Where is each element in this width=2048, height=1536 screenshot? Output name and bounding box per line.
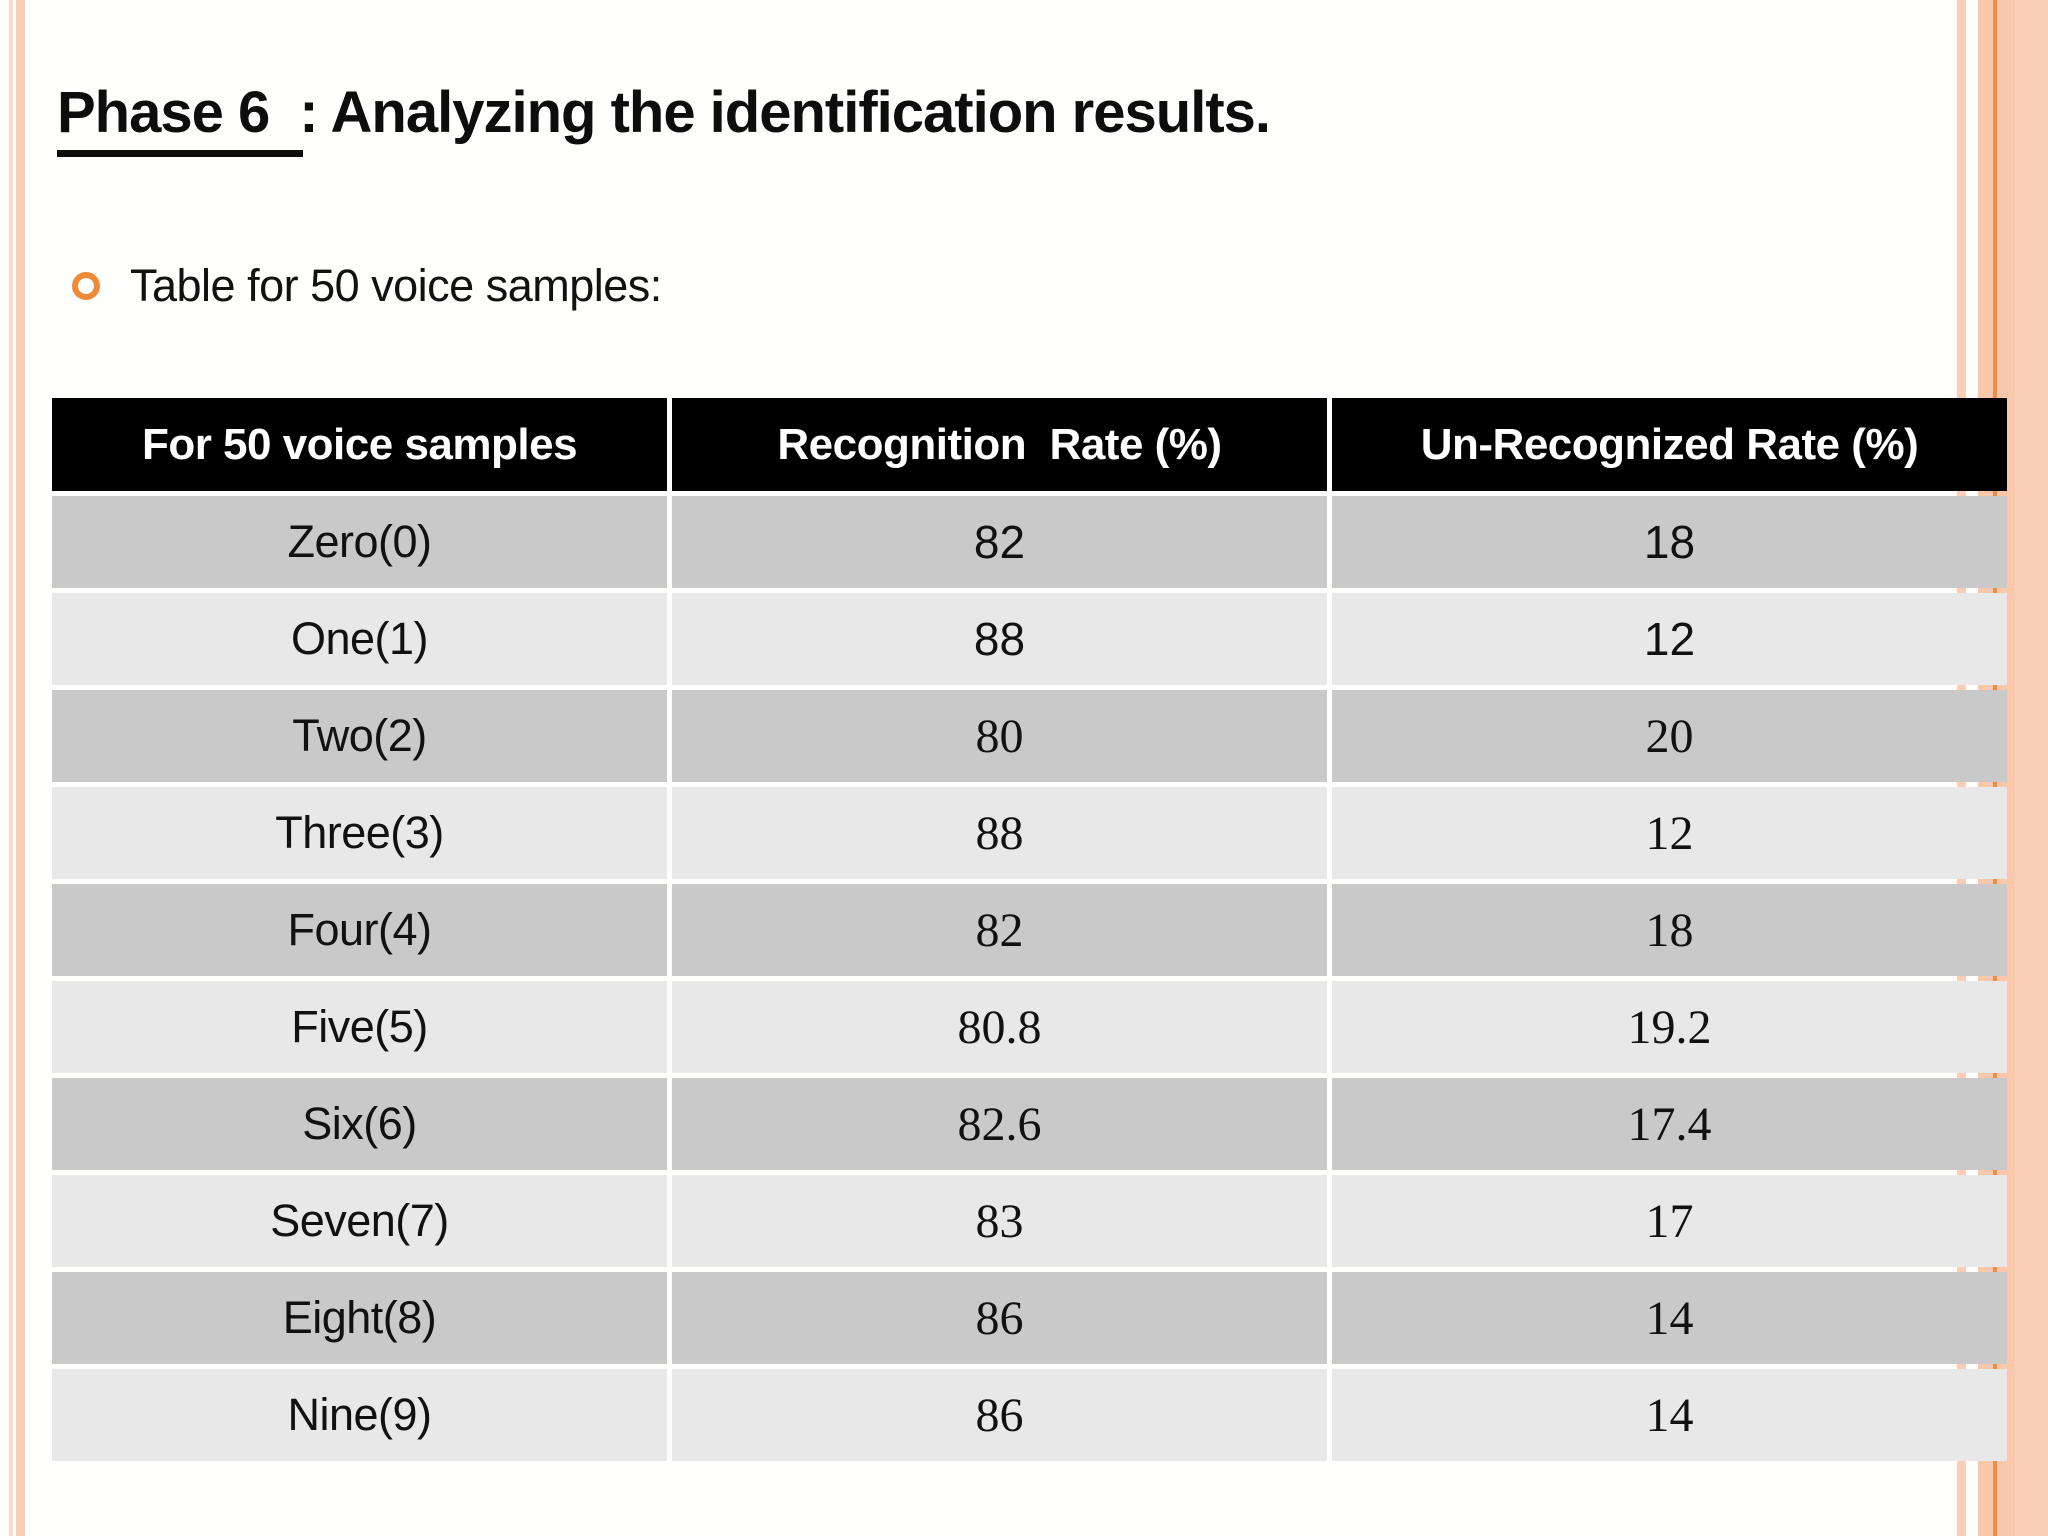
- cell-recognition-rate: 88: [672, 787, 1327, 879]
- cell-unrecognized-rate: 17.4: [1332, 1078, 2007, 1170]
- cell-digit-label: One(1): [52, 593, 667, 685]
- bullet-label: Table for 50 voice samples:: [130, 260, 662, 311]
- results-table: For 50 voice samples Recognition Rate (%…: [47, 393, 2012, 1466]
- cell-digit-label: Eight(8): [52, 1272, 667, 1364]
- col-header-unrecognized: Un-Recognized Rate (%): [1332, 398, 2007, 491]
- right-border-outer-band: [2015, 0, 2048, 1536]
- bullet-circle-icon: [72, 272, 100, 300]
- cell-unrecognized-rate: 12: [1332, 787, 2007, 879]
- cell-recognition-rate: 82.6: [672, 1078, 1327, 1170]
- cell-unrecognized-rate: 12: [1332, 593, 2007, 685]
- table-row: Nine(9) 86 14: [52, 1369, 2007, 1461]
- table-row: Three(3) 88 12: [52, 787, 2007, 879]
- col-header-recognition: Recognition Rate (%): [672, 398, 1327, 491]
- cell-unrecognized-rate: 14: [1332, 1272, 2007, 1364]
- cell-unrecognized-rate: 19.2: [1332, 981, 2007, 1073]
- left-border-stripe: [16, 0, 25, 1536]
- table-row: Zero(0) 82 18: [52, 496, 2007, 588]
- cell-recognition-rate: 80: [672, 690, 1327, 782]
- cell-digit-label: Three(3): [52, 787, 667, 879]
- table-header-row: For 50 voice samples Recognition Rate (%…: [52, 398, 2007, 491]
- cell-recognition-rate: 88: [672, 593, 1327, 685]
- table-row: Seven(7) 83 17: [52, 1175, 2007, 1267]
- cell-recognition-rate: 82: [672, 496, 1327, 588]
- title-rest-label: : Analyzing the identification results.: [299, 79, 1271, 145]
- col-header-samples: For 50 voice samples: [52, 398, 667, 491]
- cell-digit-label: Nine(9): [52, 1369, 667, 1461]
- table-row: Eight(8) 86 14: [52, 1272, 2007, 1364]
- title-phase-label: Phase 6: [57, 79, 304, 157]
- cell-recognition-rate: 80.8: [672, 981, 1327, 1073]
- cell-unrecognized-rate: 17: [1332, 1175, 2007, 1267]
- cell-unrecognized-rate: 18: [1332, 496, 2007, 588]
- cell-recognition-rate: 86: [672, 1369, 1327, 1461]
- cell-digit-label: Five(5): [52, 981, 667, 1073]
- cell-digit-label: Seven(7): [52, 1175, 667, 1267]
- bullet-item: Table for 50 voice samples:: [72, 260, 662, 312]
- left-border-stripe-thin: [9, 0, 13, 1536]
- cell-recognition-rate: 82: [672, 884, 1327, 976]
- table-row: Two(2) 80 20: [52, 690, 2007, 782]
- table-row: Four(4) 82 18: [52, 884, 2007, 976]
- cell-recognition-rate: 86: [672, 1272, 1327, 1364]
- cell-unrecognized-rate: 20: [1332, 690, 2007, 782]
- cell-recognition-rate: 83: [672, 1175, 1327, 1267]
- cell-unrecognized-rate: 18: [1332, 884, 2007, 976]
- cell-digit-label: Six(6): [52, 1078, 667, 1170]
- table-row: Six(6) 82.6 17.4: [52, 1078, 2007, 1170]
- table-body: Zero(0) 82 18 One(1) 88 12 Two(2) 80 20 Three(3) 8…: [52, 496, 2007, 1461]
- cell-digit-label: Four(4): [52, 884, 667, 976]
- table-row: Five(5) 80.8 19.2: [52, 981, 2007, 1073]
- cell-digit-label: Zero(0): [52, 496, 667, 588]
- cell-digit-label: Two(2): [52, 690, 667, 782]
- page-title: Phase 6: Analyzing the identification re…: [57, 79, 1271, 157]
- table-row: One(1) 88 12: [52, 593, 2007, 685]
- cell-unrecognized-rate: 14: [1332, 1369, 2007, 1461]
